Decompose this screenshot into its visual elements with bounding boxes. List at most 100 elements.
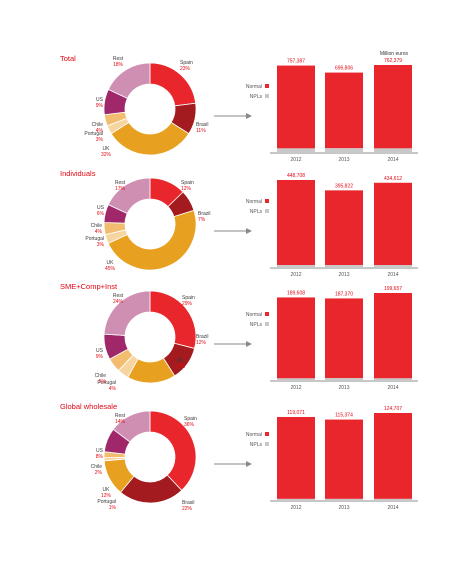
slice-percent: 12% — [101, 493, 112, 499]
legend-npls-swatch — [265, 322, 269, 326]
legend-normal-label: Normal — [246, 432, 262, 438]
legend: Normal NPLs — [246, 199, 269, 215]
slice-percent: 8% — [96, 454, 104, 460]
bar-npl — [325, 498, 363, 501]
slice-percent: 18% — [113, 62, 124, 68]
x-tick-label: 2013 — [338, 505, 349, 511]
slice-percent: 45% — [105, 266, 116, 272]
slice-label: Brasil — [196, 122, 209, 128]
slice-percent: 4% — [95, 229, 103, 235]
slice-percent: 14% — [115, 419, 126, 425]
legend-npls-label: NPLs — [250, 322, 263, 328]
bar-npl — [374, 378, 412, 381]
slice-percent: 9% — [96, 103, 104, 109]
bar-normal — [277, 297, 315, 379]
slice-label: Brasil — [182, 500, 195, 506]
legend-npls-swatch — [265, 442, 269, 446]
slice-label: Rest — [115, 413, 126, 419]
legend: Normal NPLs — [246, 432, 269, 448]
x-tick-label: 2012 — [290, 385, 301, 391]
bar-normal — [325, 419, 363, 499]
slice-percent: 24% — [113, 299, 124, 305]
slice-percent: 4% — [109, 386, 117, 392]
bar-normal — [325, 72, 363, 149]
bar-value-label: 189,608 — [287, 290, 305, 296]
slice-label: Brazil — [198, 211, 211, 217]
slice-label: Portugal — [97, 380, 116, 386]
bar-value-label: 395,822 — [335, 183, 353, 189]
donut-slice — [149, 410, 197, 491]
slice-label: Rest — [113, 56, 124, 62]
arrow-head — [246, 341, 252, 347]
bar-normal — [325, 190, 363, 266]
legend-npls-swatch — [265, 209, 269, 213]
bar-chart: 119,071 2012 115,374 2013 124,707 2014 — [270, 406, 418, 511]
x-tick-label: 2013 — [338, 272, 349, 278]
bar-value-label: 187,370 — [335, 291, 353, 297]
bar-normal — [277, 180, 315, 266]
bar-normal — [374, 293, 412, 379]
donut-slice — [107, 62, 151, 99]
slice-percent: 12% — [196, 340, 207, 346]
arrow-head — [246, 113, 252, 119]
x-tick-label: 2014 — [387, 272, 398, 278]
bar-npl — [325, 378, 363, 381]
bar-value-label: 757,387 — [287, 59, 305, 65]
legend-normal-swatch — [265, 312, 269, 316]
legend: Normal NPLs — [246, 84, 269, 100]
bar-npl — [277, 265, 315, 268]
x-tick-label: 2014 — [387, 505, 398, 511]
slice-percent: 32% — [101, 152, 112, 158]
legend-normal-label: Normal — [246, 312, 262, 318]
legend-npls-swatch — [265, 94, 269, 98]
slice-label: US — [96, 348, 104, 354]
slice-percent: 3% — [97, 242, 105, 248]
slice-label: US — [97, 205, 105, 211]
x-tick-label: 2012 — [290, 505, 301, 511]
slice-percent: 9% — [96, 354, 104, 360]
bar-npl — [277, 148, 315, 153]
slice-label: Chile — [92, 122, 104, 128]
donut-slice — [112, 410, 151, 443]
bar-normal — [325, 298, 363, 379]
bar-normal — [277, 416, 315, 499]
slice-percent: 23% — [180, 66, 191, 72]
bar-npl — [374, 148, 412, 153]
x-tick-label: 2013 — [338, 385, 349, 391]
bar-npl — [277, 378, 315, 381]
arrow-head — [246, 228, 252, 234]
bar-normal — [277, 65, 315, 149]
bar-npl — [374, 265, 412, 268]
slice-label: Portugal — [84, 131, 103, 137]
x-tick-label: 2012 — [290, 157, 301, 163]
bar-value-label: 762,379 — [384, 58, 402, 64]
section-title: Individuals — [60, 169, 96, 178]
legend-normal-label: Normal — [246, 84, 262, 90]
slice-percent: 22% — [182, 506, 193, 512]
slice-percent: 36% — [184, 422, 195, 428]
arrow-head — [246, 461, 252, 467]
legend-npls-label: NPLs — [250, 94, 263, 100]
bar-value-label: 124,707 — [384, 406, 402, 412]
bar-npl — [325, 148, 363, 153]
bar-value-label: 448,708 — [287, 173, 305, 179]
section-title: Total — [60, 54, 76, 63]
slice-percent: 29% — [182, 301, 193, 307]
slice-percent: 6% — [97, 211, 105, 217]
slice-percent: 11% — [196, 128, 206, 134]
slice-percent: 3% — [96, 137, 104, 143]
bar-value-label: 696,806 — [335, 66, 353, 72]
slice-label: Portugal — [85, 236, 104, 242]
x-tick-label: 2013 — [338, 157, 349, 163]
bar-chart: 448,708 2012 395,822 2013 434,612 2014 — [270, 173, 418, 278]
slice-percent: 2% — [95, 470, 103, 476]
slice-percent: 4% — [96, 128, 104, 134]
bar-normal — [374, 413, 412, 499]
slice-label: Rest — [115, 180, 126, 186]
